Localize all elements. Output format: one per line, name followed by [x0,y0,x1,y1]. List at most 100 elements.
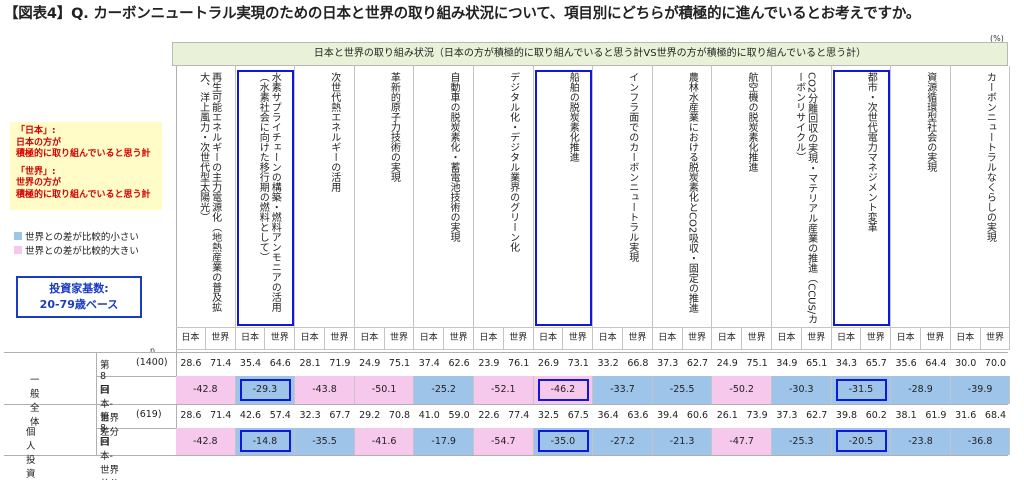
value-world: 66.8 [627,358,649,369]
diff-cell: -46.2 [533,376,594,404]
subhead-japan: 日本 [891,328,921,350]
base-box: 投資家基数: 20-79歳ベース [16,276,142,318]
subhead-japan: 日本 [831,328,862,350]
diff-cell: -50.2 [712,376,772,404]
subhead-world: 世界 [325,328,355,350]
legend: 世界との差が比較的小さい 世界との差が比較的大きい [14,231,139,259]
value-japan: 30.0 [955,358,977,369]
value-world: 60.2 [865,410,887,421]
diff-cell: -35.0 [533,428,594,455]
value-japan: 31.6 [955,410,977,421]
subhead-world: 世界 [205,328,236,350]
n-label: n [150,346,156,355]
item-header: 水素サプライチェーンの構築・燃料アンモニアの活用（水素社会に向けた移行期の燃料と… [235,66,296,328]
subhead-world: 世界 [980,328,1011,350]
diff-cell: -14.8 [235,428,296,455]
item-header: デジタル化・デジタル業界のグリーン化 [474,66,534,328]
subhead-japan: 日本 [652,328,683,350]
diff-cell: -23.8 [891,428,951,455]
legend-large: 世界との差が比較的大きい [14,245,139,259]
item-header: 航空機の脱炭素化推進 [712,66,772,328]
diff-cell: -20.5 [831,428,892,455]
value-world: 70.0 [984,358,1007,369]
value-japan: 41.0 [418,410,440,421]
value-japan: 39.8 [835,410,858,421]
value-japan: 24.9 [716,358,738,369]
subhead-japan: 日本 [354,328,385,350]
subhead-japan: 日本 [235,328,266,350]
legend-large-label: 世界との差が比較的大きい [25,246,139,257]
value-world: 57.4 [269,410,291,421]
n-general: (1400) [136,357,168,368]
value-japan: 32.5 [537,410,560,421]
value-japan: 35.4 [239,358,262,369]
subhead-world: 世界 [384,328,415,350]
value-japan: 34.9 [776,358,798,369]
diff-cell: -52.1 [474,376,534,404]
value-world: 63.6 [627,410,649,421]
subhead-japan: 日本 [593,328,623,350]
value-japan: 35.6 [895,358,917,369]
value-japan: 37.3 [657,358,679,369]
diff-cell: -31.5 [831,376,892,404]
subhead-world: 世界 [861,328,892,350]
subhead-japan: 日本 [295,328,325,350]
value-world: 62.7 [806,410,828,421]
subhead-world: 世界 [265,328,296,350]
value-world: 73.1 [567,358,589,369]
note-japan-head: 「日本」: [16,126,56,136]
note-world-head: 「世界」: [16,166,56,177]
legend-small-swatch [14,232,22,240]
diff-cell: -54.7 [474,428,534,455]
diff-cell: -47.7 [712,428,772,455]
item-header: 再生可能エネルギーの主力電源化（地熱産業の普及拡大、洋上風力・次世代型太陽光） [176,66,236,328]
value-japan: 33.2 [597,358,619,369]
value-japan: 32.3 [299,410,321,421]
value-world: 76.1 [508,358,530,369]
value-japan: 36.4 [597,410,619,421]
value-japan: 23.9 [478,358,500,369]
value-world: 75.1 [746,358,768,369]
subhead-japan: 日本 [414,328,445,350]
subhead-world: 世界 [444,328,474,350]
value-japan: 26.9 [537,358,560,369]
subhead-world: 世界 [503,328,534,350]
diff-cell: -27.2 [593,428,653,455]
subhead-world: 世界 [623,328,653,350]
value-japan: 34.3 [835,358,858,369]
diff-cell: -42.8 [176,376,236,404]
item-header: 船舶の脱炭素化推進 [533,66,594,328]
item-header: インフラ面でのカーボンニュートラル実現 [593,66,653,328]
header-band: 日本と世界の取り組み状況（日本の方が積極的に取り組んでいると思う計VS世界の方が… [172,42,1008,66]
note-japan-line1: 日本の方が [16,137,62,148]
value-world: 65.7 [865,358,887,369]
diff-cell: -50.1 [354,376,415,404]
value-japan: 24.9 [359,358,381,369]
subhead-japan: 日本 [950,328,981,350]
diff-cell: -25.3 [772,428,832,455]
diff-cell: -39.9 [950,376,1011,404]
row-separator [4,404,1008,405]
diff-cell: -28.9 [891,376,951,404]
base-line1: 投資家基数: [49,282,109,295]
item-header: 都市・次世代電力マネジメント変革 [831,66,892,328]
value-world: 77.4 [508,410,530,421]
wave-label: 第8回 [100,360,110,396]
diff-cell: -35.5 [295,428,355,455]
subhead-japan: 日本 [474,328,504,350]
diff-cell: -36.8 [950,428,1011,455]
note-japan-line2: 積極的に取り組んでいると思う計 [16,149,151,159]
legend-small-label: 世界との差が比較的小さい [25,232,139,243]
diff-cell: -42.8 [176,428,236,455]
n-investor: (619) [136,409,162,420]
diff-cell: -17.9 [414,428,474,455]
diff-cell: -25.5 [652,376,713,404]
value-world: 71.4 [210,358,232,369]
value-japan: 42.6 [239,410,262,421]
item-header: 革新的原子力技術の実現 [354,66,415,328]
subhead-japan: 日本 [533,328,564,350]
base-line2: 20-79歳ベース [39,298,119,311]
col-separator [176,66,177,455]
subhead-japan: 日本 [772,328,802,350]
definition-note: 「日本」: 日本の方が 積極的に取り組んでいると思う計 「世界」: 世界の方が … [10,122,162,210]
